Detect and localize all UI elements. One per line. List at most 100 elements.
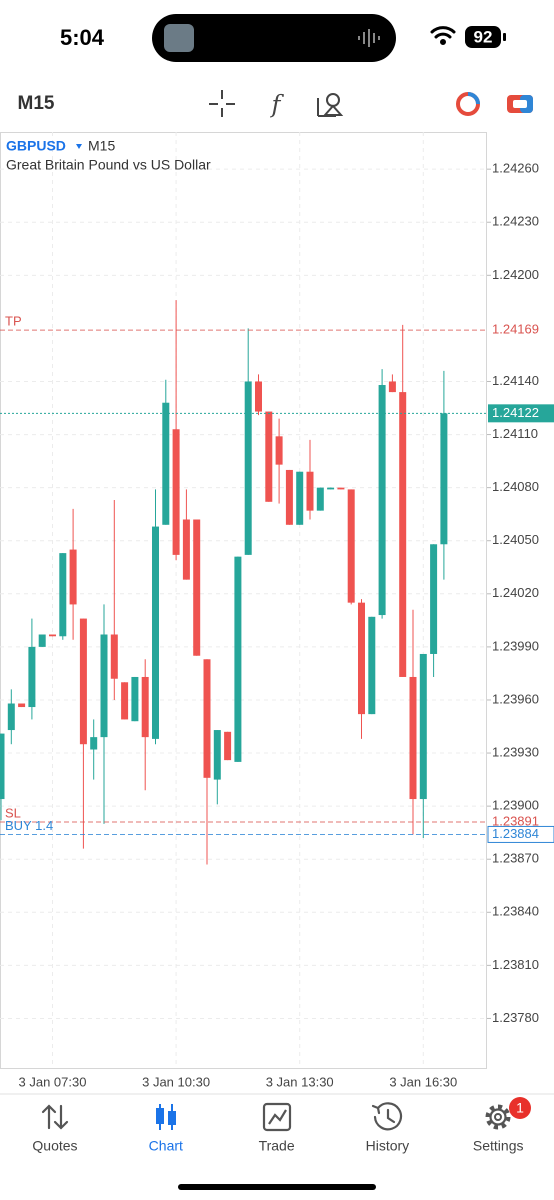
candle-body bbox=[79, 618, 87, 745]
y-tick-label: 1.24050 bbox=[492, 532, 539, 547]
candle-body bbox=[347, 489, 355, 603]
tab-label[interactable]: History bbox=[366, 1138, 410, 1154]
candle-body bbox=[18, 703, 26, 708]
candle-body bbox=[203, 659, 211, 778]
x-tick-label: 3 Jan 10:30 bbox=[142, 1074, 210, 1089]
candle-body bbox=[285, 469, 293, 525]
chart-timeframe: M15 bbox=[88, 138, 115, 154]
candle-body bbox=[162, 402, 170, 525]
candle-body bbox=[110, 634, 118, 679]
tab-label[interactable]: Trade bbox=[259, 1138, 295, 1154]
candle-body bbox=[255, 381, 262, 412]
y-tick-label: 1.24020 bbox=[492, 585, 539, 600]
candle-body bbox=[152, 526, 159, 739]
tabs: Quotes Chart Trade History Settings bbox=[32, 1138, 523, 1154]
settings-badge bbox=[509, 1097, 531, 1119]
y-tick-label: 1.24110 bbox=[492, 426, 538, 441]
candle-body bbox=[90, 737, 98, 750]
home-indicator bbox=[178, 1184, 376, 1190]
level-name: BUY 1.4 bbox=[5, 818, 53, 833]
candle-body bbox=[0, 733, 5, 800]
status-time: 5:04 bbox=[60, 25, 105, 50]
candle-body bbox=[141, 676, 149, 738]
objects-button[interactable] bbox=[317, 93, 344, 117]
trade-button[interactable] bbox=[507, 95, 533, 113]
y-tick-label: 1.23840 bbox=[492, 904, 539, 919]
y-tick-label: 1.24260 bbox=[492, 161, 539, 176]
candle-body bbox=[358, 602, 365, 715]
chart-frame bbox=[0, 132, 487, 1069]
y-tick-label: 1.24140 bbox=[492, 373, 539, 388]
candle-body bbox=[49, 634, 56, 637]
symbol[interactable]: GBPUSD bbox=[6, 138, 66, 154]
y-tick-label: 1.24080 bbox=[492, 479, 539, 494]
wifi-icon bbox=[430, 26, 456, 45]
candle-body bbox=[100, 634, 108, 738]
candle-body bbox=[7, 703, 15, 731]
y-tick-label: 1.23870 bbox=[492, 851, 539, 866]
candle-body bbox=[419, 653, 427, 800]
candle-body bbox=[430, 544, 438, 654]
candle-body bbox=[69, 549, 77, 605]
candle-body bbox=[244, 381, 252, 555]
candle-body bbox=[440, 413, 448, 545]
candle-body bbox=[131, 676, 139, 722]
x-tick-label: 3 Jan 16:30 bbox=[389, 1074, 457, 1089]
tab-label[interactable]: Settings bbox=[473, 1138, 524, 1154]
candle-body bbox=[296, 471, 304, 525]
y-tick-label: 1.23900 bbox=[492, 798, 539, 813]
level-name: TP bbox=[5, 314, 22, 329]
chart-icon[interactable] bbox=[156, 1104, 176, 1130]
level-price: 1.23891 bbox=[492, 813, 539, 828]
candle-body bbox=[306, 471, 314, 511]
island-waveform bbox=[358, 29, 380, 47]
symbol-description: Great Britain Pound vs US Dollar bbox=[6, 157, 211, 173]
candle-body bbox=[234, 556, 242, 762]
settings-icon[interactable] bbox=[485, 1104, 511, 1130]
settings-badge-count: 1 bbox=[516, 1100, 524, 1116]
current-price-box bbox=[488, 404, 554, 423]
candle-body bbox=[399, 392, 407, 677]
candle-body bbox=[337, 487, 345, 490]
y-tick-label: 1.24230 bbox=[492, 214, 539, 229]
candle-body bbox=[182, 519, 190, 580]
candle-body bbox=[409, 676, 417, 800]
y-tick-label: 1.23990 bbox=[492, 638, 539, 653]
trade-icon[interactable] bbox=[262, 1102, 292, 1132]
candle-body bbox=[275, 436, 283, 465]
candle-body bbox=[172, 429, 180, 555]
x-tick-label: 3 Jan 13:30 bbox=[266, 1074, 334, 1089]
level-name: SL bbox=[5, 805, 21, 820]
candle-body bbox=[368, 616, 376, 715]
chart-layer: 1.24260 1.24230 1.24200 1.24140 1.24110 1.240… bbox=[0, 132, 554, 1089]
candle-body bbox=[224, 731, 232, 761]
crosshair-button[interactable] bbox=[209, 90, 235, 117]
level-price: 1.24169 bbox=[492, 322, 539, 337]
candle-body bbox=[327, 487, 335, 490]
y-tick-label: 1.23960 bbox=[492, 691, 539, 706]
timeframe-button[interactable]: M15 bbox=[18, 93, 55, 114]
quotes-icon[interactable] bbox=[41, 1104, 69, 1130]
history-icon[interactable] bbox=[371, 1102, 403, 1131]
level-price-box bbox=[487, 825, 554, 843]
candle-body bbox=[378, 385, 386, 616]
candle-body bbox=[38, 634, 46, 647]
y-tick-label: 1.23930 bbox=[492, 744, 539, 759]
tab-label[interactable]: Quotes bbox=[32, 1138, 77, 1154]
island-thumbnail bbox=[164, 24, 194, 52]
dynamic-island bbox=[152, 14, 396, 62]
symbol-dropdown[interactable] bbox=[76, 144, 82, 149]
account-button[interactable] bbox=[456, 92, 480, 116]
candle-body bbox=[388, 381, 396, 393]
tab-label[interactable]: Chart bbox=[149, 1138, 183, 1154]
battery-tip bbox=[503, 33, 506, 41]
candle-body bbox=[59, 553, 67, 637]
x-tick-label: 3 Jan 07:30 bbox=[19, 1074, 87, 1089]
candle-body bbox=[213, 730, 221, 780]
candle-body bbox=[316, 487, 324, 511]
candle-body bbox=[28, 646, 36, 708]
current-price-label: 1.24122 bbox=[492, 405, 539, 420]
candle-body bbox=[265, 411, 273, 502]
